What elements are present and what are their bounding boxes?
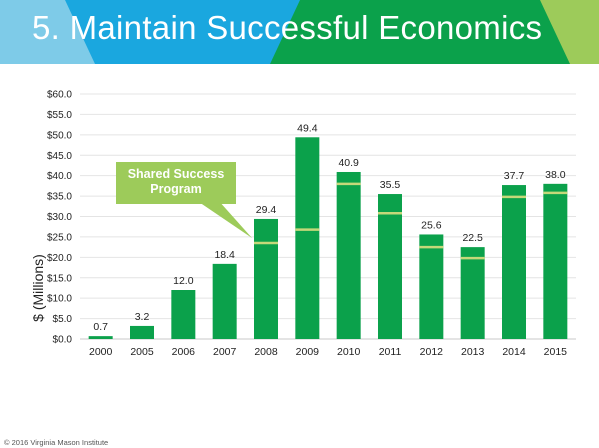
y-axis: $0.0 $5.0 $10.0 $15.0 $20.0 $25.0 $30.0 $35.0 $4… [47, 90, 72, 346]
data-label: 0.7 [93, 321, 108, 333]
bar [336, 171, 361, 339]
bar [212, 263, 237, 339]
bar [419, 234, 444, 339]
banner-blue-band [65, 0, 330, 64]
data-label: 49.4 [297, 122, 318, 134]
y-tick-label: $15.0 [47, 273, 72, 284]
banner-green-band [270, 0, 599, 64]
data-labels: 0.7 3.2 12.0 18.4 29.4 49.4 40.9 35.5 25.6 22.5 37… [93, 122, 565, 333]
y-tick-label: $0.0 [53, 335, 73, 346]
bars [88, 137, 568, 339]
y-tick-label: $20.0 [47, 253, 72, 264]
bar [171, 290, 196, 339]
bar [88, 336, 113, 339]
x-tick-label: 2000 [89, 346, 113, 358]
title-banner: 5. Maintain Successful Economics [0, 0, 599, 64]
data-label: 22.5 [462, 232, 483, 244]
x-tick-label: 2013 [461, 346, 485, 358]
y-tick-label: $35.0 [47, 192, 72, 203]
bar [130, 325, 154, 339]
copyright-notice: © 2016 Virginia Mason Institute [4, 438, 109, 447]
x-tick-label: 2005 [130, 346, 154, 358]
data-label: 18.4 [214, 249, 235, 261]
x-tick-label: 2011 [379, 346, 402, 358]
x-tick-label: 2015 [544, 346, 568, 358]
y-tick-label: $30.0 [47, 212, 72, 223]
callout-text: Shared Success Program [127, 167, 225, 196]
x-tick-label: 2007 [213, 346, 237, 358]
data-label: 3.2 [135, 311, 150, 323]
data-label: 29.4 [256, 204, 277, 216]
shared-success-callout: Shared Success Program [116, 162, 236, 204]
bar [378, 194, 402, 339]
bar [254, 218, 278, 339]
bar [502, 185, 526, 339]
data-label: 35.5 [380, 179, 401, 191]
y-tick-label: $25.0 [47, 232, 72, 243]
bar [295, 137, 320, 339]
banner-lime-band [540, 0, 599, 64]
y-tick-label: $50.0 [47, 130, 72, 141]
bar [460, 247, 485, 339]
x-tick-label: 2014 [502, 346, 526, 358]
x-axis: 2000 2005 2006 2007 2008 2009 2010 2011 2012 2013… [89, 346, 567, 358]
data-label: 37.7 [504, 170, 525, 182]
y-tick-label: $55.0 [47, 110, 72, 121]
x-tick-label: 2010 [337, 346, 361, 358]
slide-title: 5. Maintain Successful Economics [32, 9, 543, 46]
x-tick-label: 2012 [420, 346, 444, 358]
banner-background [0, 0, 599, 64]
y-tick-label: $5.0 [53, 314, 73, 325]
data-label: 40.9 [338, 157, 359, 169]
y-axis-label: $ (Millions) [30, 254, 46, 322]
bar-chart: $0.0 $5.0 $10.0 $15.0 $20.0 $25.0 $30.0 $35.0 $4… [30, 90, 576, 358]
y-tick-label: $10.0 [47, 294, 72, 305]
x-tick-label: 2006 [172, 346, 196, 358]
x-tick-label: 2009 [296, 346, 320, 358]
target-markers [254, 182, 568, 260]
y-tick-label: $40.0 [47, 171, 72, 182]
bar [543, 183, 568, 339]
y-tick-label: $60.0 [47, 90, 72, 101]
x-tick-label: 2008 [254, 346, 278, 358]
data-label: 12.0 [173, 275, 194, 287]
data-label: 38.0 [545, 169, 566, 181]
data-label: 25.6 [421, 219, 442, 231]
callout-arrow [196, 200, 252, 238]
y-tick-label: $45.0 [47, 151, 72, 162]
